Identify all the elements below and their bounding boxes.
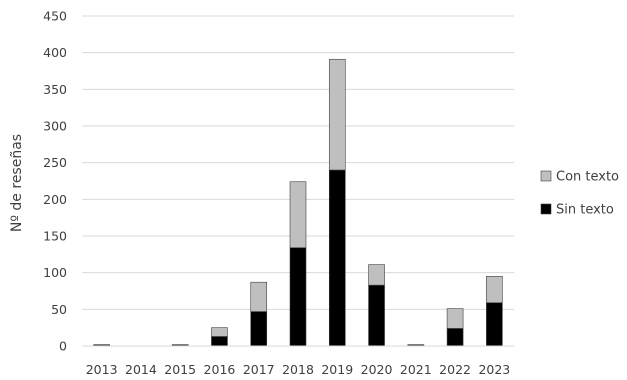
bar-sin-texto-2018: [289, 247, 307, 347]
y-tick-label: 450: [43, 9, 67, 24]
y-tick-label: 300: [43, 119, 67, 134]
bar-con-texto-2020: [368, 264, 385, 286]
legend-label: Con texto: [556, 170, 619, 185]
x-tick-label: 2021: [400, 362, 432, 377]
bar-con-texto-2018: [289, 181, 307, 249]
y-tick-label: 400: [43, 45, 67, 60]
legend-swatch-sin-texto: [540, 203, 552, 215]
gridlines: [82, 15, 514, 310]
x-tick-label: 2023: [478, 362, 510, 377]
y-tick-label: 250: [43, 155, 67, 170]
bar-con-texto-2017: [250, 281, 268, 312]
x-tick-label: 2019: [321, 362, 353, 377]
x-tick-label: 2018: [282, 362, 314, 377]
y-tick-label: 100: [43, 265, 67, 280]
bar-con-texto-2022: [446, 308, 464, 329]
x-tick-label: 2016: [204, 362, 236, 377]
bar-sin-texto-2017: [250, 311, 268, 347]
legend-label: Sin texto: [556, 203, 614, 218]
bar-con-texto-2021: [407, 344, 425, 346]
bar-sin-texto-2019: [328, 169, 346, 347]
y-tick-label: 150: [43, 229, 67, 244]
y-tick-label: 50: [51, 302, 67, 317]
bar-con-texto-2019: [328, 58, 346, 171]
bar-con-texto-2013: [93, 344, 110, 346]
x-tick-label: 2014: [125, 362, 157, 377]
bars: [93, 58, 503, 347]
x-tick-label: 2017: [243, 362, 275, 377]
bar-con-texto-2016: [211, 327, 228, 337]
legend: Con texto Sin texto: [540, 170, 619, 218]
bar-sin-texto-2023: [486, 302, 503, 347]
bar-sin-texto-2020: [368, 284, 385, 347]
legend-swatch-con-texto: [540, 170, 552, 182]
bar-sin-texto-2016: [211, 336, 228, 347]
x-tick-label: 2015: [164, 362, 196, 377]
x-axis-ticks: 2013 2014 2015 2016 2017 2018 2019 2020 2021 2022…: [86, 362, 511, 377]
bar-con-texto-2015: [171, 344, 189, 346]
x-tick-label: 2013: [86, 362, 118, 377]
y-axis-label: Nº de reseñas: [9, 134, 25, 232]
x-tick-label: 2020: [361, 362, 393, 377]
y-tick-label: 350: [43, 82, 67, 97]
y-tick-label: 0: [59, 339, 67, 354]
y-axis-ticks: 0 50 100 150 200 250 300 350 400 450: [43, 9, 67, 354]
x-tick-label: 2022: [439, 362, 471, 377]
bar-con-texto-2023: [486, 276, 503, 304]
bar-sin-texto-2022: [446, 328, 464, 347]
y-tick-label: 200: [43, 192, 67, 207]
